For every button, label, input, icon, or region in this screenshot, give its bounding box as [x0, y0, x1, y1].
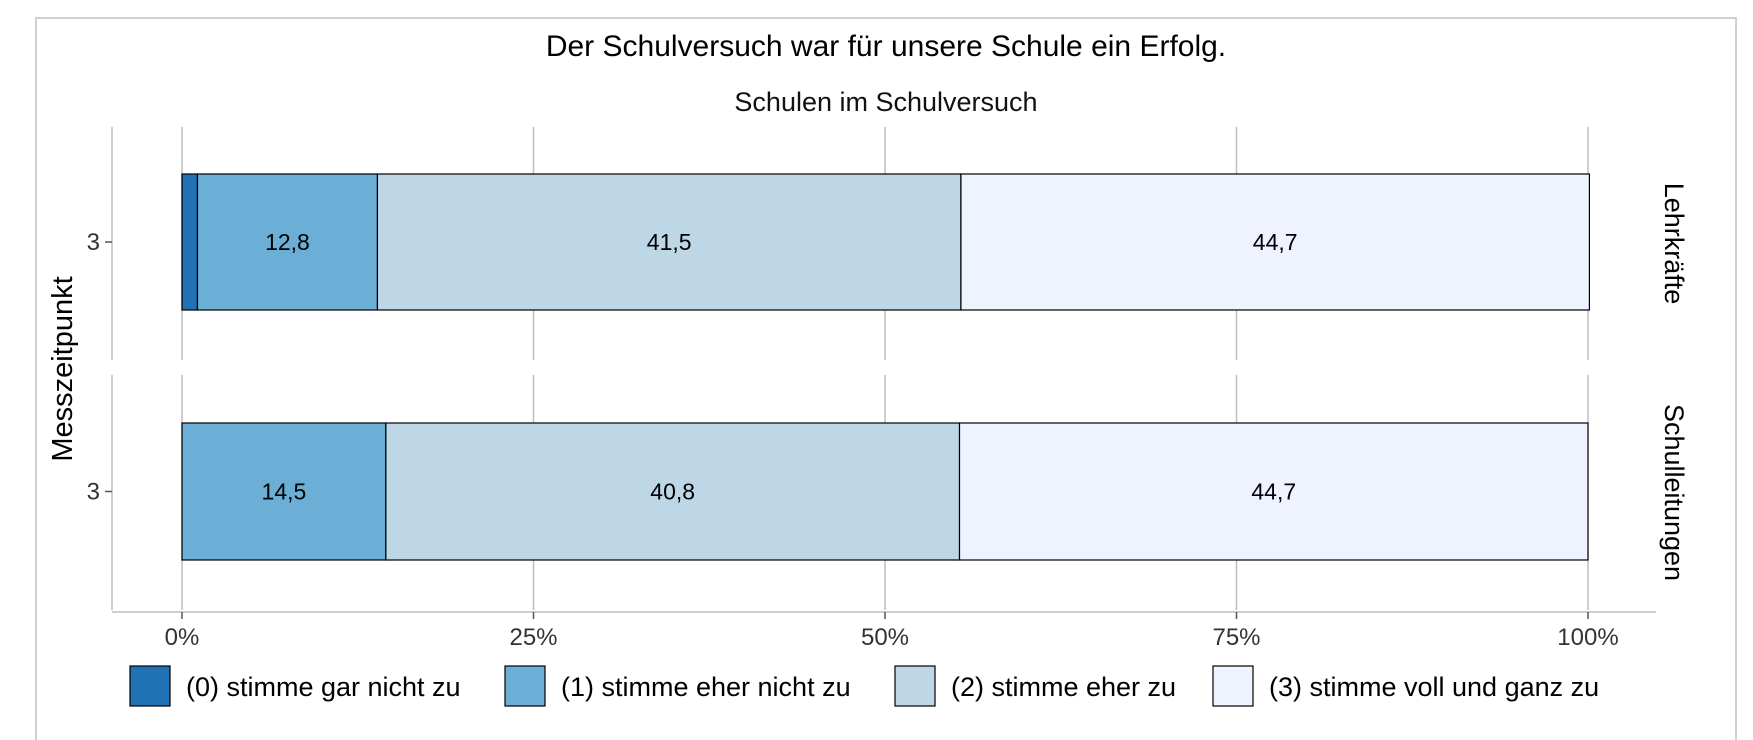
bar-label: 44,7	[1253, 229, 1298, 255]
bar-label: 40,8	[650, 479, 695, 505]
x-tick-label: 100%	[1557, 624, 1618, 651]
bar-label: 14,5	[262, 479, 307, 505]
legend-item: (2) stimme eher zu	[894, 665, 1176, 707]
bar-segment	[376, 173, 962, 311]
legend-label: (0) stimme gar nicht zu	[186, 672, 461, 702]
legend: (0) stimme gar nicht zu (1) stimme eher n…	[129, 665, 1599, 707]
legend-item: (0) stimme gar nicht zu	[129, 665, 461, 707]
x-tick-label: 0%	[165, 624, 200, 651]
panel-schulleitungen: 14,5 40,8 44,7 3 Schulleitungen	[87, 375, 1689, 610]
legend-swatch	[129, 665, 171, 707]
legend-swatch	[1212, 665, 1254, 707]
bar-segment	[958, 422, 1589, 561]
bar-label: 44,7	[1251, 479, 1296, 505]
legend-label: (3) stimme voll und ganz zu	[1269, 672, 1599, 702]
chart-subtitle: Schulen im Schulversuch	[734, 87, 1037, 117]
chart-frame	[35, 17, 1737, 740]
bar-segment	[960, 173, 1591, 311]
panels: 12,8 41,5 44,7 3 Lehrkräfte 14,5 40,8 44,7 3 Schu…	[87, 127, 1689, 610]
facet-label: Schulleitungen	[1659, 404, 1689, 581]
y-tick-label: 3	[87, 229, 100, 256]
x-tick-label: 25%	[509, 624, 557, 651]
legend-label: (1) stimme eher nicht zu	[561, 672, 851, 702]
legend-item: (1) stimme eher nicht zu	[504, 665, 851, 707]
legend-swatch	[894, 665, 936, 707]
facet-label: Lehrkräfte	[1659, 183, 1689, 305]
x-axis: 0% 25% 50% 75% 100%	[112, 611, 1656, 651]
panel-lehrkraefte: 12,8 41,5 44,7 3 Lehrkräfte	[87, 127, 1689, 360]
bar-label: 41,5	[647, 229, 692, 255]
legend-label: (2) stimme eher zu	[951, 672, 1176, 702]
y-tick-label: 3	[87, 479, 100, 506]
legend-swatch	[504, 665, 546, 707]
bar-label: 12,8	[265, 229, 310, 255]
bar-segment	[196, 173, 379, 311]
bar-segment	[181, 173, 199, 311]
y-axis-label: Messzeitpunkt	[47, 276, 79, 461]
chart-title: Der Schulversuch war für unsere Schule e…	[546, 30, 1226, 63]
bar-segment	[385, 422, 961, 561]
x-tick-label: 75%	[1212, 624, 1260, 651]
x-tick-label: 50%	[861, 624, 909, 651]
legend-item: (3) stimme voll und ganz zu	[1212, 665, 1599, 707]
